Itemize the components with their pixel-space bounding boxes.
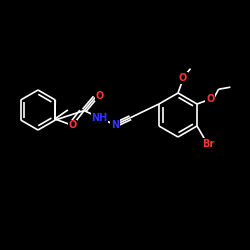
Text: O: O xyxy=(179,73,187,83)
Text: O: O xyxy=(206,94,214,104)
Text: O: O xyxy=(96,90,104,101)
Text: Br: Br xyxy=(202,139,214,149)
Text: O: O xyxy=(68,120,77,130)
Text: NH: NH xyxy=(92,113,108,123)
Text: N: N xyxy=(111,120,119,130)
